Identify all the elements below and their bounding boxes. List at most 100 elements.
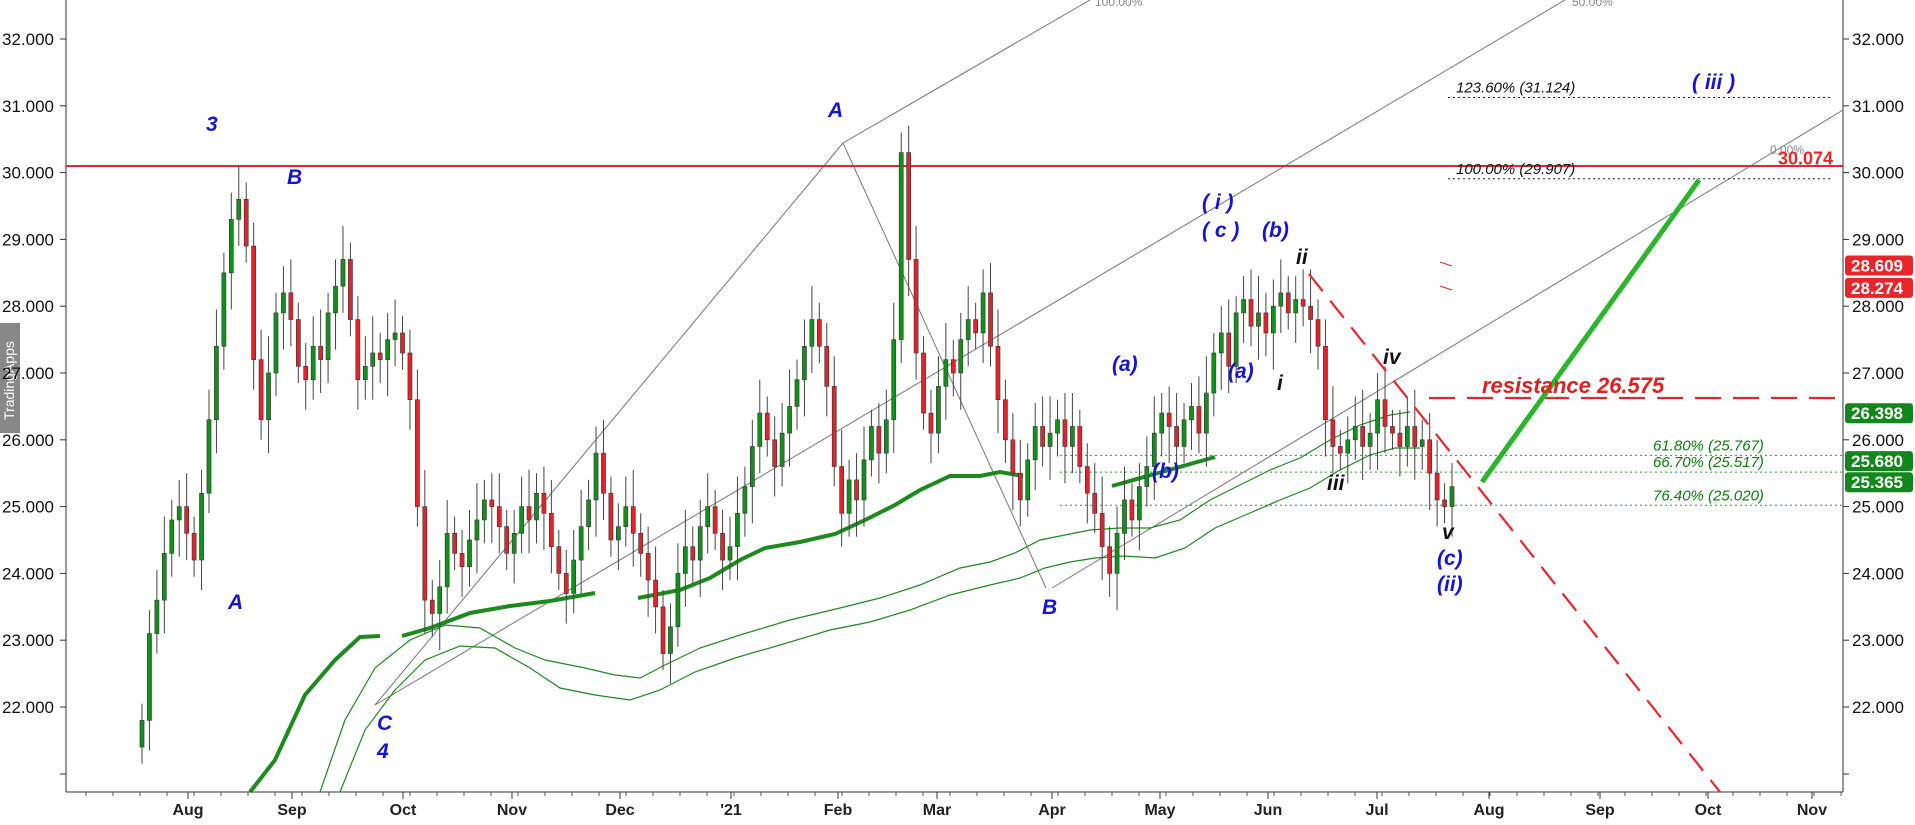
candle-down [549,512,554,547]
candle-down [563,573,569,594]
candle-down [355,319,361,380]
candle-down [258,359,264,421]
candle-up [199,492,204,561]
candle-down [854,479,859,501]
projection-line [1479,178,1702,484]
candle-down [429,599,435,614]
candle-down [1360,426,1366,447]
candle-down [377,352,383,360]
y-tick-label-left: 26.000 [2,431,54,450]
candle-up [616,526,621,541]
candle-up [623,506,629,527]
fib-label: 123.60% (31.124) [1456,80,1575,97]
ma-thick-3 [637,469,1024,600]
fan-line-3 [1051,109,1844,589]
candle-up [392,332,398,340]
candle-up [1211,352,1217,394]
candle-down [1412,426,1418,447]
candle-down [720,533,725,561]
x-tick-label: Sep [277,802,307,819]
moving-averages [248,411,1420,794]
candle-down [504,526,510,554]
candle-down [459,553,465,568]
candle-down [660,606,666,654]
candle-up [176,506,182,521]
candle-up [310,345,316,380]
candle-down [1174,426,1179,447]
y-tick-label-left: 22.000 [2,698,54,717]
candle-up [578,526,584,561]
fan-line-1 [374,142,844,706]
x-tick-label: Feb [824,802,853,819]
wave-label-4: 4 [376,740,389,763]
candle-up [1404,426,1410,447]
candle-down [690,546,696,561]
wave-label-a1: (a) [1112,353,1138,376]
candle-up [757,412,763,447]
fan-line-1b [842,0,1091,144]
candle-up [891,339,897,421]
y-tick-label-right: 23.000 [1852,631,1904,650]
fan-label-100: 100.00% [1095,0,1143,9]
candle-up [437,586,443,614]
candle-up [1367,432,1373,447]
price-tag-label: 25.680 [1851,452,1903,471]
candle-up [735,512,740,547]
x-axis: Aug Sep Oct Nov Dec '21 Feb Mar Apr May Jun Jul Aug S… [85,792,1842,819]
candle-up [534,492,539,521]
candle-up [1070,426,1075,447]
y-tick-label-left: 27.000 [2,364,54,383]
candle-up [444,533,450,588]
candle-down [1003,399,1008,441]
candle-up [333,285,338,314]
candle-down [638,533,644,554]
x-tick-label: May [1144,802,1175,819]
candle-up [898,152,904,340]
candle-down [973,319,978,334]
fan-label-0: 0.00% [1770,143,1804,157]
candle-up [1025,459,1031,501]
candle-up [147,633,152,721]
candle-down [1040,426,1045,447]
x-tick-label: Oct [390,802,417,819]
candle-down [824,345,830,387]
candle-up [474,519,480,541]
y-tick-label-right: 29.000 [1852,230,1904,249]
candle-down [630,506,636,534]
wave-label-iii-big: ( iii ) [1692,71,1735,94]
candle-down [1263,312,1269,334]
y-tick-label-right: 24.000 [1852,564,1904,583]
candle-up [1114,533,1120,574]
wave-label-iii: iii [1327,472,1346,495]
candle-down [1382,399,1388,427]
candle-up [1144,466,1150,487]
price-tag-label: 25.365 [1851,473,1903,492]
candle-up [571,559,577,594]
downtrend-line [1308,273,1721,793]
ma-thick-1 [248,634,381,794]
fan-label-50: 50.00% [1572,0,1613,9]
candle-up [749,446,755,487]
wave-label-i-big: ( i ) [1202,191,1234,214]
candle-down [303,366,309,380]
candle-up [1055,419,1060,434]
y-tick-label-left: 29.000 [2,230,54,249]
candle-up [385,339,390,360]
candle-up [1241,299,1246,314]
candle-up [980,292,986,334]
candle-down [1434,472,1440,501]
candle-down [489,499,495,507]
y-tick-label-left: 24.000 [2,564,54,583]
candle-down [407,352,413,401]
candle-up [742,486,748,514]
candle-up [482,499,487,521]
x-tick-label: Oct [1695,802,1722,819]
x-tick-label: Sep [1585,802,1615,819]
resistance-label: resistance 26.575 [1482,373,1665,398]
price-tags: 30.074 28.609 28.274 26.398 25.680 25.365 [1778,149,1913,493]
price-tag-label: 28.274 [1851,279,1904,298]
candle-down [184,506,190,534]
candle-down [1427,439,1433,474]
price-tag-box [1845,255,1913,276]
